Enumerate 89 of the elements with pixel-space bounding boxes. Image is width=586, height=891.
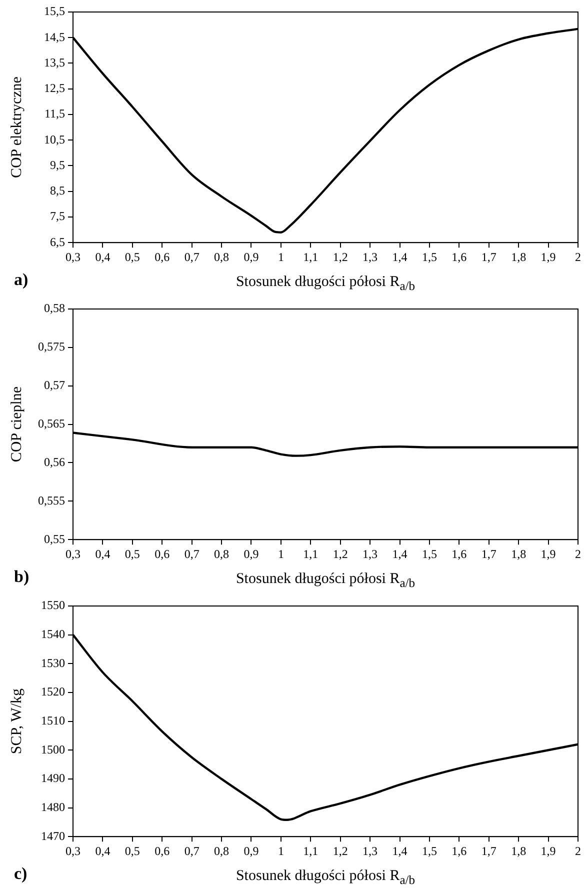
x-tick-label: 1 <box>278 250 284 264</box>
x-tick-label: 2 <box>575 844 581 858</box>
y-tick-label: 15,5 <box>44 4 65 18</box>
x-tick-label: 1,7 <box>481 546 496 561</box>
y-tick-label: 1480 <box>41 800 65 814</box>
text: a) <box>14 270 28 290</box>
x-tick-label: 1,1 <box>303 250 318 264</box>
x-tick-label: 1,3 <box>362 250 378 264</box>
x-tick-label: 1,4 <box>392 250 408 264</box>
x-tick-label: 1,6 <box>452 546 467 561</box>
x-tick-label: 1,5 <box>422 844 437 858</box>
x-tick-label: 0,6 <box>154 250 170 264</box>
x-tick-label: 1,5 <box>422 546 437 561</box>
x-tick-label: 1,9 <box>540 546 556 561</box>
y-tick-label: 0,555 <box>38 493 65 508</box>
y-tick-label: 1500 <box>41 742 65 756</box>
y-tick-label: 0,57 <box>44 378 65 392</box>
y-tick-label: 11,5 <box>44 106 65 121</box>
y-tick-label: 9,5 <box>50 158 65 172</box>
x-tick-label: 1,4 <box>392 844 408 858</box>
x-tick-label: 0,6 <box>154 546 170 561</box>
x-tick-label: 1,1 <box>303 546 318 561</box>
y-tick-label: 1470 <box>41 828 65 843</box>
x-tick-label: 0,4 <box>95 844 110 858</box>
x-tick-label: 0,5 <box>124 250 140 264</box>
y-tick-label: 7,5 <box>50 209 65 224</box>
y-tick-label: 0,565 <box>38 416 65 430</box>
y-tick-label: 12,5 <box>44 81 65 96</box>
y-axis-title: COP elektryczne <box>8 76 25 178</box>
x-tick-label: 1,5 <box>422 250 437 264</box>
y-tick-label: 0,58 <box>44 301 65 316</box>
x-tick-label: 1,6 <box>452 250 467 264</box>
y-tick-label: 6,5 <box>50 234 65 249</box>
x-tick-label: 0,9 <box>244 844 259 858</box>
x-tick-label: 0,8 <box>214 844 230 858</box>
x-tick-label: 1 <box>278 546 284 561</box>
y-tick-label: 14,5 <box>44 30 65 44</box>
x-tick-label: 1,2 <box>332 844 348 858</box>
y-tick-label: 8,5 <box>50 184 65 198</box>
x-tick-label: 1,2 <box>332 250 348 264</box>
x-tick-label: 0,4 <box>95 250 110 264</box>
x-tick-label: 1,8 <box>511 546 526 561</box>
x-axis-title: Stosunek długości półosi R$_{a/b}$ <box>234 868 416 888</box>
y-tick-label: 0,55 <box>44 532 65 546</box>
x-tick-label: 1,6 <box>452 844 467 858</box>
y-tick-label: 1550 <box>41 598 65 612</box>
x-tick-label: 1,7 <box>481 250 496 264</box>
x-tick-label: 1 <box>278 844 284 858</box>
x-tick-label: 1,4 <box>392 546 408 561</box>
x-tick-label: 0,3 <box>66 250 80 264</box>
x-tick-label: 0,8 <box>214 546 230 561</box>
y-tick-label: 10,5 <box>44 132 65 146</box>
x-tick-label: 0,5 <box>124 844 140 858</box>
x-tick-label: 0,5 <box>124 546 140 561</box>
y-tick-label: 13,5 <box>44 55 65 70</box>
x-tick-label: 2 <box>575 250 581 264</box>
text: c) <box>14 864 28 884</box>
x-axis-title: Stosunek długości półosi R$_{a/b}$ <box>234 274 416 294</box>
x-tick-label: 1,1 <box>303 844 318 858</box>
y-axis-title: COP cieplne <box>8 386 25 462</box>
y-tick-label: 1530 <box>41 656 65 670</box>
y-tick-label: 1540 <box>41 626 65 641</box>
x-tick-label: 1,2 <box>332 546 348 561</box>
y-tick-label: 0,575 <box>38 340 65 354</box>
x-tick-label: 0,3 <box>66 546 80 561</box>
x-tick-label: 0,7 <box>184 844 200 858</box>
x-tick-label: 1,3 <box>362 546 378 561</box>
text: b) <box>14 567 30 587</box>
x-tick-label: 0,7 <box>184 250 200 264</box>
x-tick-label: 0,9 <box>244 546 259 561</box>
x-tick-label: 0,4 <box>95 546 110 561</box>
x-tick-label: 0,9 <box>244 250 259 264</box>
x-tick-label: 1,8 <box>511 250 526 264</box>
x-tick-label: 1,9 <box>540 250 556 264</box>
x-tick-label: 1,3 <box>362 844 378 858</box>
x-tick-label: 1,9 <box>540 844 556 858</box>
x-tick-label: 2 <box>575 546 581 561</box>
y-tick-label: 0,56 <box>44 454 65 469</box>
y-tick-label: 1510 <box>41 713 65 728</box>
x-tick-label: 0,3 <box>66 844 80 858</box>
x-tick-label: 0,6 <box>154 844 170 858</box>
y-tick-label: 1520 <box>41 684 65 699</box>
y-tick-label: 1490 <box>41 771 65 786</box>
y-axis-title: SCP, W/kg <box>8 688 25 754</box>
x-tick-label: 1,7 <box>481 844 496 858</box>
x-tick-label: 1,8 <box>511 844 526 858</box>
x-tick-label: 0,7 <box>184 546 200 561</box>
x-tick-label: 0,8 <box>214 250 230 264</box>
x-axis-title: Stosunek długości półosi R$_{a/b}$ <box>234 571 416 591</box>
